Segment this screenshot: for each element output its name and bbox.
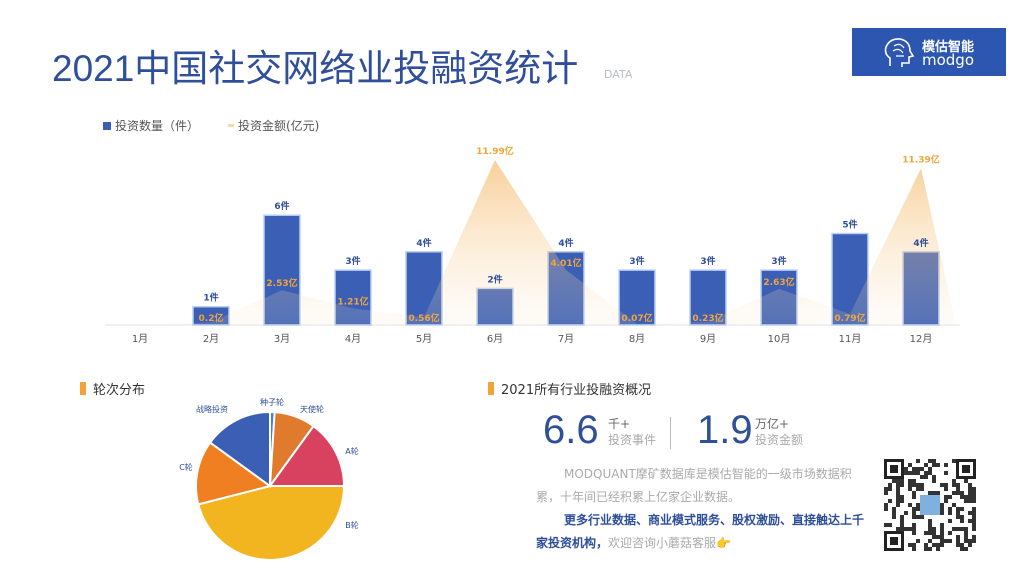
- data-labels: 1月 1件 2月 6件 3月 3件 4月 4件 5月 2件 6月 4件 7月 3件 8月 3件 9月 3件 10月 5…: [132, 145, 940, 345]
- area-series: [105, 160, 956, 325]
- bar-label: 3件: [700, 255, 715, 267]
- events-number: 6.6: [543, 408, 599, 452]
- modgo-logo: 模估智能 modgo: [852, 28, 1006, 76]
- bar-label: 4件: [913, 237, 928, 249]
- divider: [670, 417, 671, 449]
- page-title: 2021中国社交网络业投融资统计: [52, 48, 579, 89]
- x-tick-label: 8月: [629, 333, 645, 345]
- area-label: 11.99亿: [476, 145, 513, 157]
- legend-count-label: 投资数量（件）: [115, 119, 200, 133]
- bar-label: 5件: [842, 219, 857, 231]
- legend-swatch-bar: [103, 121, 111, 130]
- legend-swatch-area: [228, 124, 234, 127]
- qr-code-icon[interactable]: [884, 459, 976, 551]
- legend-amount: 投资金额(亿元): [228, 117, 319, 134]
- x-tick-label: 4月: [345, 333, 361, 345]
- pie-label: C轮: [179, 462, 193, 472]
- pie-slice: [195, 441, 273, 506]
- area-label: 0.23亿: [692, 312, 723, 324]
- pie-slice: [197, 485, 346, 561]
- events-label: 投资事件: [608, 433, 657, 447]
- bar-label: 6件: [274, 200, 289, 212]
- pie-label: A轮: [345, 446, 358, 456]
- accent-bar: [488, 382, 494, 395]
- accent-bar: [80, 382, 86, 395]
- pie-title: 轮次分布: [93, 383, 146, 398]
- overview-title-text: 2021所有行业投融资概况: [501, 383, 652, 398]
- bar-label: 3件: [771, 255, 786, 267]
- area-label: 0.2亿: [199, 312, 224, 324]
- bar-label: 2件: [487, 273, 502, 285]
- x-tick-label: 9月: [700, 333, 716, 345]
- bar-label: 3件: [345, 255, 360, 267]
- contact-bold: 更多行业数据、商业模式服务、股权激励、直接触达上千家投资机构，: [536, 513, 865, 550]
- overview-title: 2021所有行业投融资概况: [488, 379, 651, 398]
- x-tick-label: 10月: [768, 333, 791, 345]
- x-tick-label: 11月: [839, 333, 862, 345]
- area-label: 11.39亿: [902, 153, 939, 165]
- pie-label: 天使轮: [300, 404, 324, 414]
- pie-label: 种子轮: [260, 397, 284, 407]
- bar-label: 4件: [416, 237, 431, 249]
- x-tick-label: 6月: [487, 333, 503, 345]
- events-unit: 千+: [608, 417, 631, 431]
- pie-label: B轮: [345, 520, 359, 530]
- pie-label: 战略投资: [196, 404, 228, 414]
- amount-label: 投资金额: [755, 433, 804, 447]
- area-label: 2.53亿: [266, 277, 297, 289]
- x-tick-label: 7月: [558, 333, 574, 345]
- area-label: 2.63亿: [763, 276, 794, 288]
- contact-rest: 欢迎咨询小蘑菇客服👉: [608, 536, 731, 550]
- description-text: MODQUANT摩矿数据库是模估智能的一级市场数据积累，十年间已经积累上亿家企业…: [536, 467, 852, 504]
- x-tick-label: 2月: [203, 333, 219, 345]
- legend-count: 投资数量（件）: [103, 117, 199, 134]
- area-label: 0.07亿: [621, 312, 652, 324]
- pie-slice: [268, 424, 346, 487]
- area-amount: [105, 160, 956, 325]
- head-circuit-icon: [884, 38, 915, 67]
- pie-section-title: 轮次分布: [80, 379, 145, 398]
- bar-label: 3件: [629, 255, 644, 267]
- amount-unit: 万亿+: [755, 417, 790, 431]
- x-tick-label: 3月: [274, 333, 290, 345]
- pie-slice: [208, 410, 271, 488]
- x-tick-label: 12月: [910, 333, 933, 345]
- x-tick-label: 5月: [416, 333, 432, 345]
- legend-amount-label: 投资金额(亿元): [238, 119, 320, 133]
- logo-cn: 模估智能: [922, 40, 975, 55]
- contact-text: 更多行业数据、商业模式服务、股权激励、直接触达上千家投资机构，欢迎咨询小蘑菇客服…: [536, 509, 866, 555]
- area-label: 1.21亿: [337, 295, 368, 307]
- bar-label: 4件: [558, 237, 573, 249]
- bar-label: 1件: [203, 292, 218, 304]
- x-tick-label: 1月: [132, 333, 148, 345]
- area-label: 4.01亿: [550, 257, 581, 269]
- area-label: 0.56亿: [408, 312, 439, 324]
- area-label: 0.79亿: [834, 312, 865, 324]
- logo-en: modgo: [922, 51, 975, 69]
- amount-number: 1.9: [697, 408, 753, 452]
- page-subtitle: DATA: [604, 68, 633, 81]
- bar-count: [689, 269, 727, 326]
